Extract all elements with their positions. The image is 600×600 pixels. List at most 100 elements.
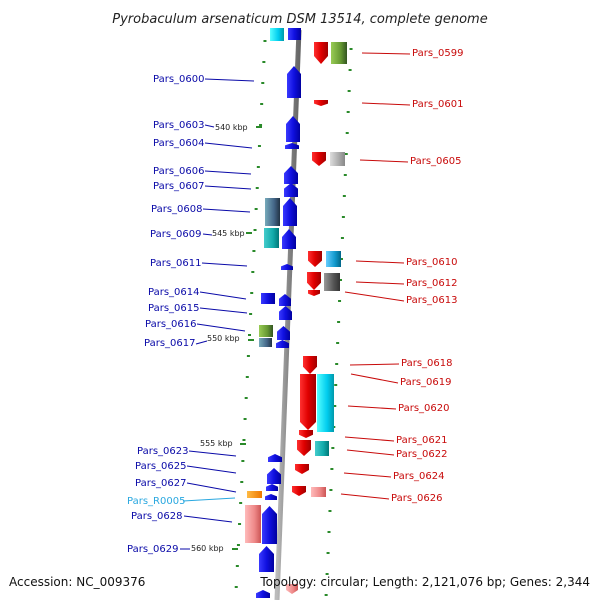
tick-dot — [333, 405, 337, 407]
tick-dot — [326, 552, 330, 554]
gene-label[interactable]: Pars_0600 — [153, 74, 204, 85]
label-connector — [183, 515, 233, 523]
tick-dot — [348, 69, 352, 71]
gene-label[interactable]: Pars_0619 — [400, 377, 451, 388]
scale-label: 540 kbp — [215, 123, 248, 132]
tick-dot — [254, 208, 258, 210]
tick-dot — [335, 363, 339, 365]
label-connector — [340, 493, 390, 500]
tick-dot — [234, 586, 238, 588]
tick-dot — [262, 61, 266, 63]
label-connector — [204, 124, 215, 128]
tick-dot — [255, 187, 259, 189]
label-connector — [204, 142, 253, 149]
forward-gene-arrow — [265, 494, 277, 500]
gene-label[interactable]: Pars_0617 — [144, 338, 195, 349]
gene-label[interactable]: Pars_0629 — [127, 544, 178, 555]
scale-label: 545 kbp — [212, 229, 245, 238]
reverse-gene-arrow — [308, 251, 322, 267]
gene-label[interactable]: Pars_0621 — [396, 435, 447, 446]
gene-label[interactable]: Pars_0609 — [150, 229, 201, 240]
reverse-gene-arrow — [299, 430, 313, 438]
tick-dot — [344, 153, 348, 155]
tick-dot — [260, 103, 264, 105]
gene-feature-box — [331, 42, 347, 64]
label-connector — [204, 185, 252, 190]
gene-feature-box — [264, 228, 279, 248]
tick-dot — [257, 145, 261, 147]
label-connector — [188, 450, 237, 457]
gene-features — [245, 28, 347, 598]
reverse-gene-arrow — [295, 464, 309, 474]
gene-label[interactable]: Pars_0622 — [396, 449, 447, 460]
gene-label[interactable]: Pars_0611 — [150, 258, 201, 269]
gene-label[interactable]: Pars_0606 — [153, 166, 204, 177]
tick-dot — [346, 111, 350, 113]
tick-dot — [239, 502, 243, 504]
tick-dot — [341, 216, 345, 218]
gene-label[interactable]: Pars_0627 — [135, 478, 186, 489]
tick-dot — [245, 376, 249, 378]
gene-label[interactable]: Pars_0605 — [410, 156, 461, 167]
gene-label[interactable]: Pars_0601 — [412, 99, 463, 110]
gene-label[interactable]: Pars_0628 — [131, 511, 182, 522]
forward-gene-arrow — [266, 484, 278, 491]
gene-label[interactable]: Pars_0616 — [145, 319, 196, 330]
gene-label[interactable]: Pars_0626 — [391, 493, 442, 504]
forward-gene-arrow — [262, 506, 277, 544]
gene-label[interactable]: Pars_0603 — [153, 120, 204, 131]
gene-label[interactable]: Pars_R0005 — [127, 496, 185, 507]
gene-feature-box — [324, 273, 340, 291]
gene-label[interactable]: Pars_0604 — [153, 138, 204, 149]
tick-dot — [242, 439, 246, 441]
gene-label[interactable]: Pars_0612 — [406, 278, 457, 289]
gene-label[interactable]: Pars_0615 — [148, 303, 199, 314]
forward-gene-arrow — [283, 198, 297, 226]
forward-gene-arrow — [279, 306, 292, 320]
gene-label[interactable]: Pars_0624 — [393, 471, 444, 482]
gene-label[interactable]: Pars_0608 — [151, 204, 202, 215]
gene-feature-box — [245, 505, 261, 543]
reverse-gene-arrow — [292, 486, 306, 496]
forward-gene-arrow — [279, 294, 291, 306]
label-connector — [204, 78, 255, 82]
label-connector — [349, 363, 400, 366]
label-connector — [359, 159, 409, 163]
tick-dot — [238, 523, 242, 525]
forward-gene-arrow — [259, 546, 274, 572]
label-connector — [202, 208, 251, 213]
scale-label: 550 kbp — [207, 334, 240, 343]
label-connector — [361, 102, 411, 106]
label-connectors — [180, 52, 411, 550]
gene-feature-box — [315, 441, 329, 456]
gene-label[interactable]: Pars_0613 — [406, 295, 457, 306]
forward-gene-arrow — [281, 264, 293, 270]
gene-label[interactable]: Pars_0625 — [135, 461, 186, 472]
forward-gene-arrow — [276, 340, 289, 348]
gene-label[interactable]: Pars_0620 — [398, 403, 449, 414]
gene-label[interactable]: Pars_0614 — [148, 287, 199, 298]
label-connector — [199, 307, 248, 314]
gene-label[interactable]: Pars_0610 — [406, 257, 457, 268]
tick-dot — [256, 166, 260, 168]
gene-feature-box — [326, 251, 341, 267]
gene-label[interactable]: Pars_0607 — [153, 181, 204, 192]
topology-text: Topology: circular; Length: 2,121,076 bp… — [259, 575, 590, 589]
tick-dot — [244, 397, 248, 399]
forward-gene-arrow — [286, 116, 300, 142]
gene-label[interactable]: Pars_0623 — [137, 446, 188, 457]
tick-dot — [334, 384, 338, 386]
gene-label[interactable]: Pars_0599 — [412, 48, 463, 59]
tick-dot — [246, 355, 250, 357]
label-connector — [202, 233, 213, 236]
tick-dot — [241, 460, 245, 462]
tick-dot — [263, 40, 267, 42]
label-connector — [347, 405, 397, 410]
forward-gene-arrow — [277, 326, 290, 340]
tick-dot — [324, 594, 328, 596]
forward-gene-arrow — [284, 183, 298, 197]
gene-label[interactable]: Pars_0618 — [401, 358, 452, 369]
tick-dot — [339, 258, 343, 260]
tick-dot — [336, 342, 340, 344]
label-connector — [199, 291, 247, 300]
